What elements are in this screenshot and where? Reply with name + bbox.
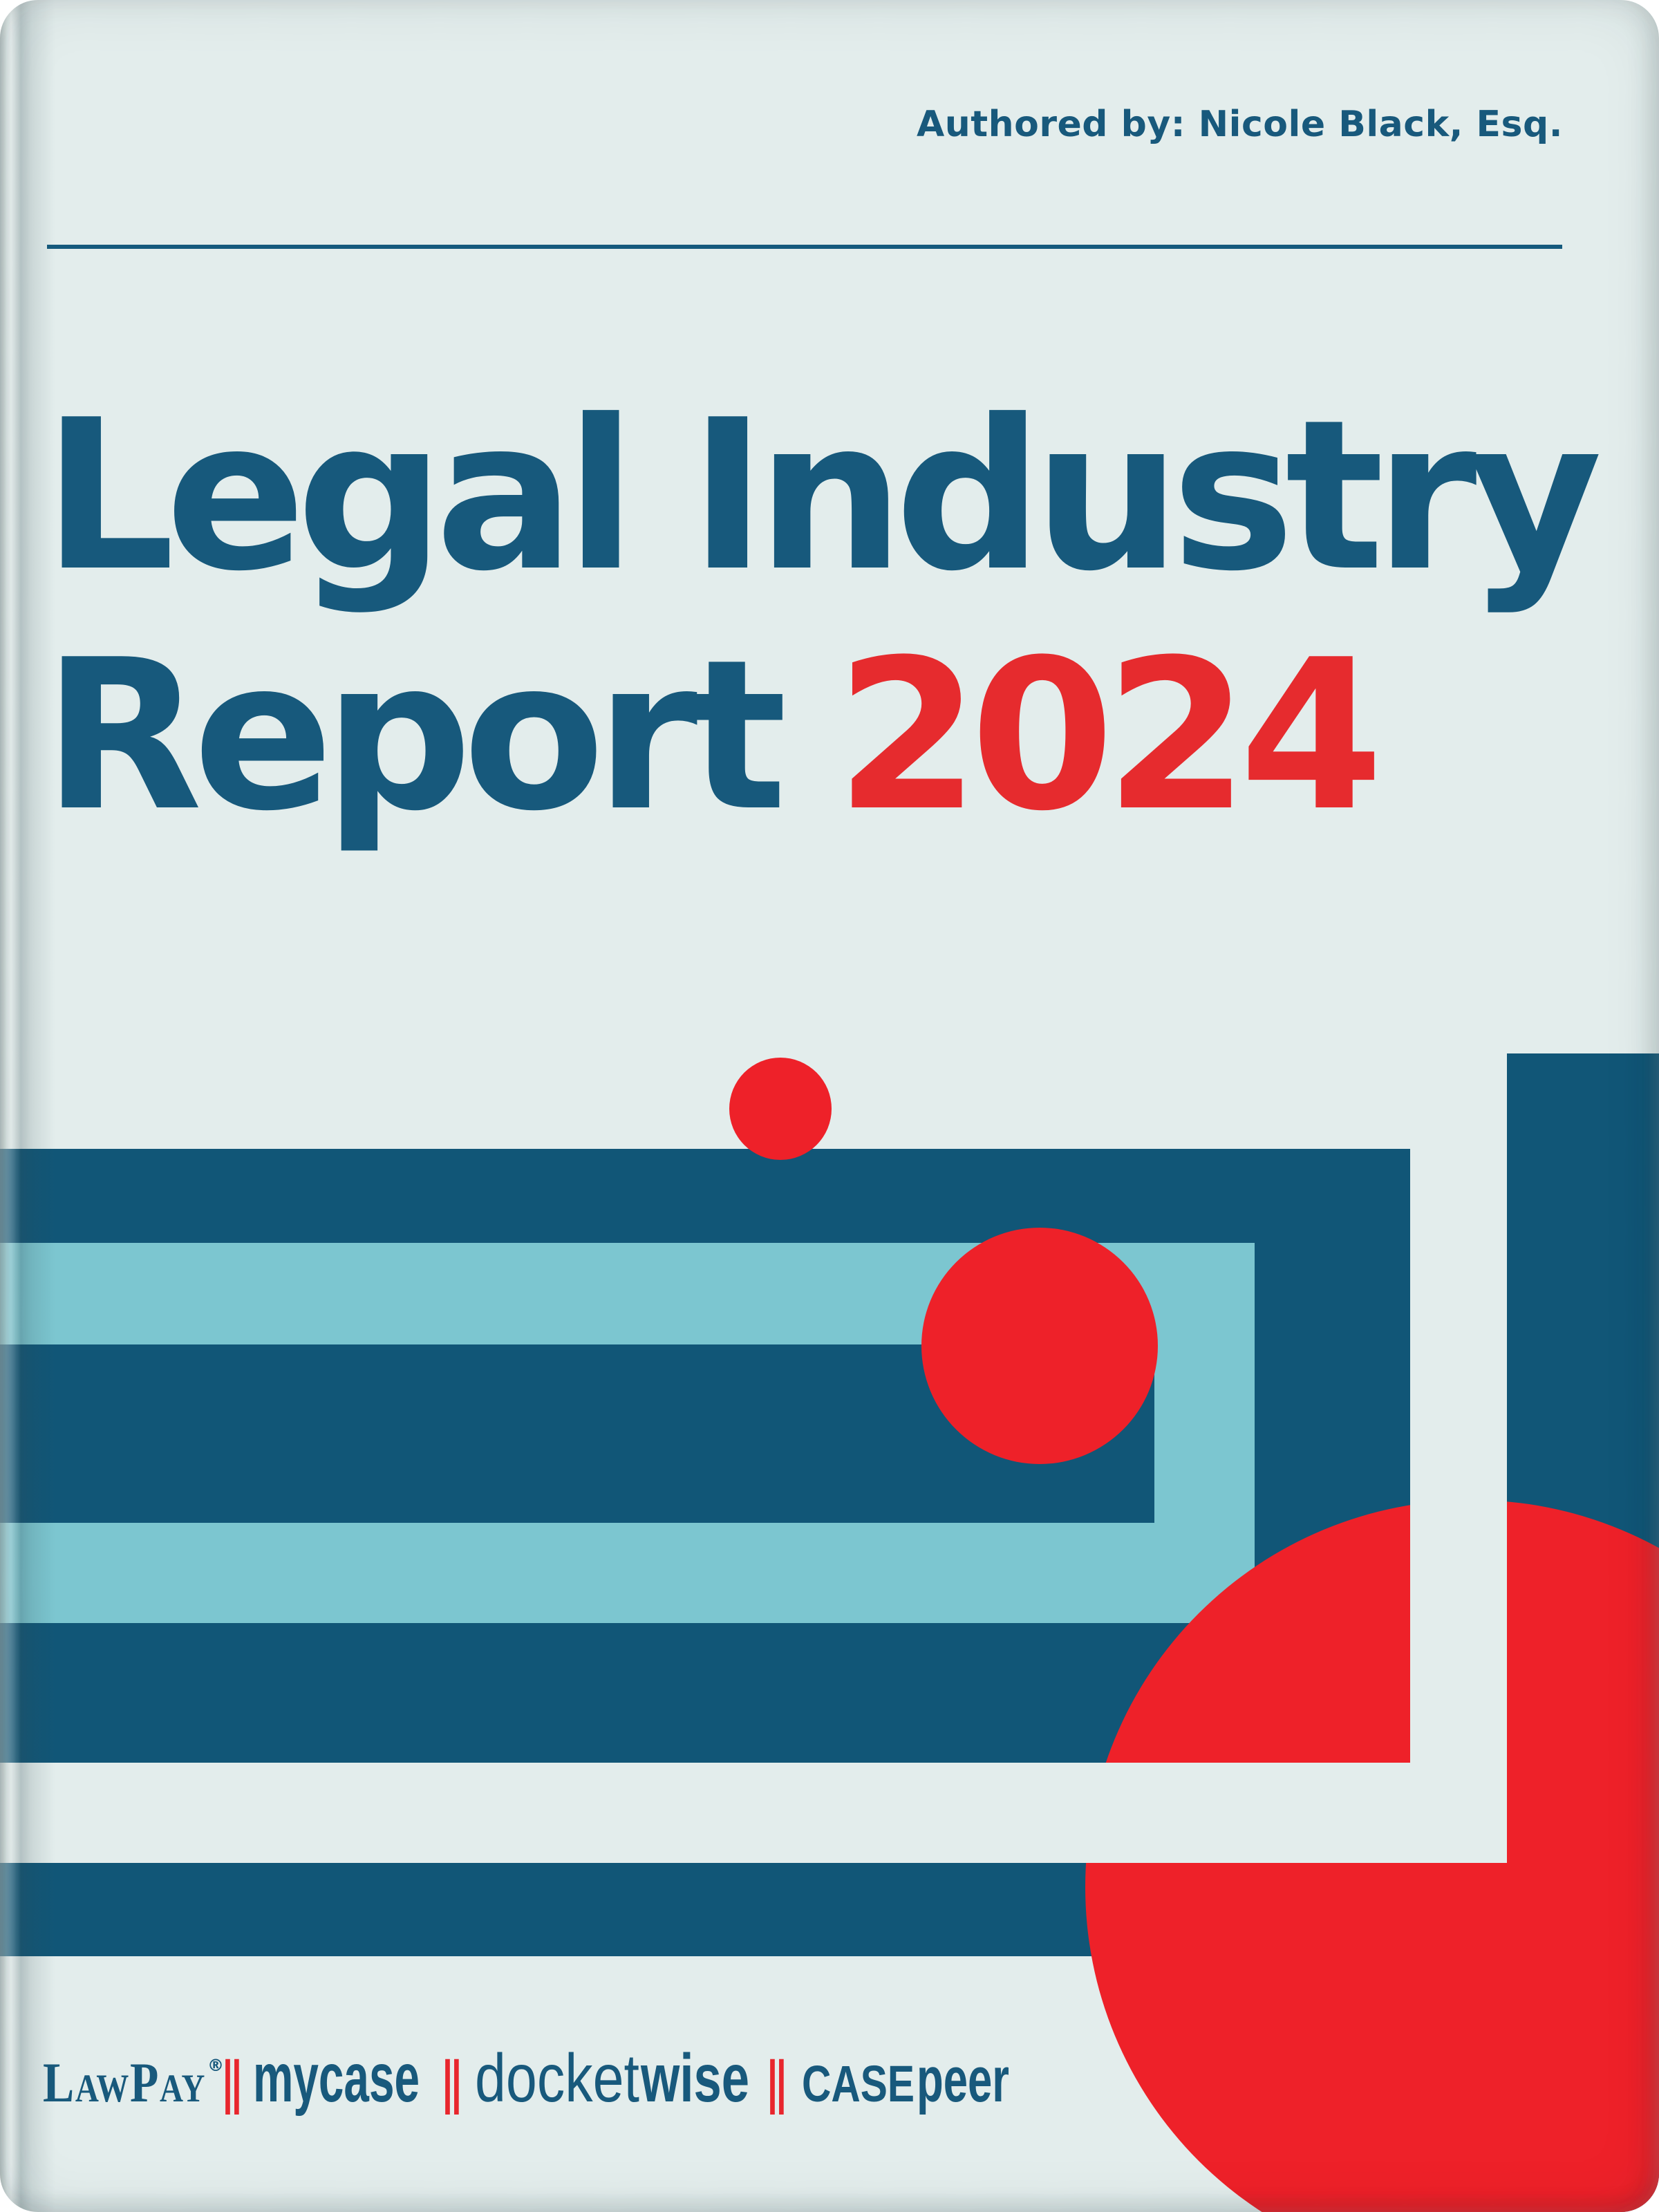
title-line-1: Legal Industry xyxy=(43,375,1602,617)
casepeer-logo-lower-part: peer xyxy=(917,2045,1009,2115)
logo-separator-icon: ‖ xyxy=(763,2050,791,2115)
title-report-word: Report xyxy=(43,615,787,856)
divider-rule xyxy=(47,245,1562,249)
docketwise-logo-bold-part: wise xyxy=(640,2040,749,2116)
title-line-2: Report 2024 xyxy=(43,616,1593,856)
report-title: Legal Industry Report 2024 xyxy=(43,375,1602,856)
lawpay-logo: LawPay xyxy=(43,2051,206,2114)
logo-separator-icon: ‖ xyxy=(218,2050,246,2115)
docketwise-logo-light-part: docket xyxy=(475,2040,639,2116)
casepeer-logo-caps-part: CASE xyxy=(802,2055,915,2112)
medium-red-circle xyxy=(921,1228,1158,1464)
mycase-logo: mycase xyxy=(253,2039,420,2117)
title-year: 2024 xyxy=(835,615,1384,856)
background-vertical-gap xyxy=(1410,995,1507,1863)
lawpay-registered-mark: ® xyxy=(207,2056,224,2075)
background-horizontal-gap xyxy=(0,1763,1507,1863)
logo-separator-icon: ‖ xyxy=(438,2050,466,2115)
authored-by-line: Authored by: Nicole Black, Esq. xyxy=(917,104,1563,145)
brand-logos-row: LawPay ® ‖ mycase ‖ docket wise ‖ CASE p… xyxy=(43,2039,1009,2117)
small-red-circle xyxy=(729,1058,832,1160)
